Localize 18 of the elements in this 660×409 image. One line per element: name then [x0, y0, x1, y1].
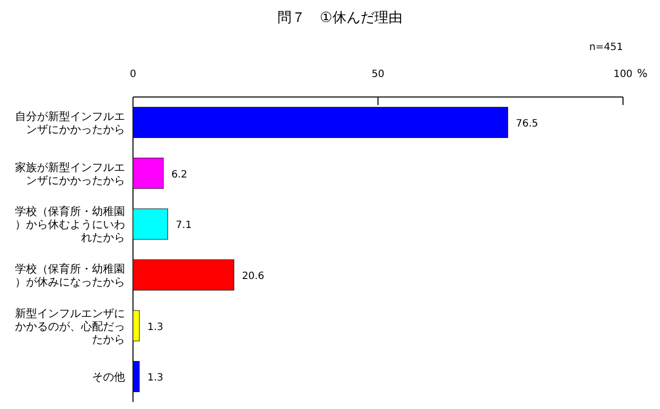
value-label: 20.6	[242, 270, 264, 282]
value-label: 6.2	[171, 169, 188, 180]
category-label: 学校（保育所・幼稚園）が休みになったから	[15, 262, 125, 288]
category-label: 自分が新型インフルエンザにかかったから	[15, 110, 125, 136]
xlabel: %	[637, 67, 648, 80]
x-tick-label: 50	[372, 69, 384, 80]
value-label: 7.1	[176, 220, 192, 232]
category-label: 新型インフルエンザにかかるのが、心配だったから	[15, 306, 125, 346]
category-label: その他	[92, 370, 125, 384]
category-label: 家族が新型インフルエンザにかかったから	[15, 160, 125, 187]
annotation: n=451	[589, 42, 623, 53]
category-label: 学校（保育所・幼稚園）から休むようにいわれたから	[15, 205, 125, 244]
value-label: 76.5	[516, 118, 538, 130]
x-tick-label: 100	[613, 69, 633, 80]
value-label: 1.3	[147, 322, 164, 333]
title: 問７ ①休んだ理由	[278, 10, 402, 26]
x-tick-label: 0	[130, 69, 136, 80]
value-label: 1.3	[147, 372, 164, 384]
